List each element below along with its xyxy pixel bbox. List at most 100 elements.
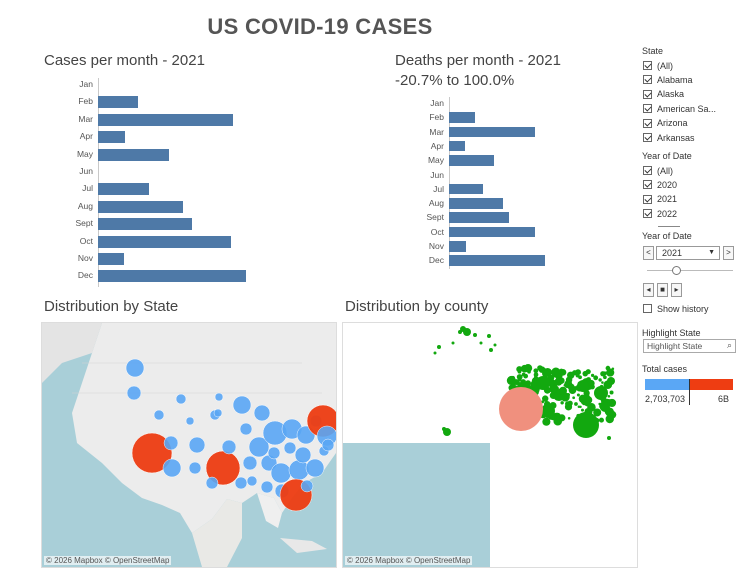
bar[interactable] bbox=[98, 113, 233, 126]
year-next-button[interactable]: > bbox=[723, 246, 734, 260]
play-forward-icon[interactable]: ▸ bbox=[671, 283, 682, 297]
county-map[interactable]: © 2026 Mapbox © OpenStreetMap bbox=[342, 322, 638, 568]
county-dot[interactable] bbox=[554, 377, 563, 386]
year-prev-button[interactable]: < bbox=[643, 246, 654, 260]
county-dot[interactable] bbox=[585, 369, 591, 375]
county-dot[interactable] bbox=[527, 370, 531, 374]
county-dot[interactable] bbox=[598, 378, 602, 382]
bar[interactable] bbox=[98, 218, 193, 231]
stop-icon[interactable]: ■ bbox=[657, 283, 668, 297]
state-bubble[interactable] bbox=[205, 476, 219, 490]
bar[interactable] bbox=[449, 183, 483, 195]
state-bubble[interactable] bbox=[270, 462, 292, 484]
county-dot[interactable] bbox=[606, 368, 615, 377]
county-dot[interactable] bbox=[541, 404, 555, 418]
county-dot[interactable] bbox=[521, 372, 526, 377]
bar[interactable] bbox=[98, 96, 139, 109]
year-filter-checkbox[interactable]: 2022 bbox=[643, 207, 677, 220]
county-dot[interactable] bbox=[607, 394, 611, 398]
bar[interactable] bbox=[449, 198, 503, 209]
state-bubble[interactable] bbox=[125, 358, 145, 378]
county-dot[interactable] bbox=[598, 417, 604, 423]
state-bubble[interactable] bbox=[248, 436, 270, 458]
county-dot[interactable] bbox=[590, 373, 595, 377]
state-bubble[interactable] bbox=[214, 392, 224, 402]
state-bubble[interactable] bbox=[283, 441, 297, 455]
county-dot[interactable] bbox=[473, 333, 477, 337]
county-dot[interactable] bbox=[516, 374, 523, 380]
county-dot[interactable] bbox=[534, 375, 538, 379]
county-dot[interactable] bbox=[549, 385, 558, 394]
county-dot[interactable] bbox=[573, 412, 599, 438]
county-dot[interactable] bbox=[556, 414, 560, 418]
state-bubble[interactable] bbox=[232, 395, 252, 415]
county-dot[interactable] bbox=[506, 375, 516, 386]
county-dot[interactable] bbox=[587, 379, 595, 387]
state-filter-checkbox[interactable]: Arkansas bbox=[643, 131, 695, 144]
county-dot[interactable] bbox=[560, 401, 564, 405]
county-dot[interactable] bbox=[598, 402, 601, 406]
year-slider-track[interactable] bbox=[647, 270, 733, 271]
county-dot[interactable] bbox=[558, 370, 562, 374]
state-map[interactable]: © 2026 Mapbox © OpenStreetMap bbox=[41, 322, 337, 568]
state-bubble[interactable] bbox=[300, 479, 314, 493]
county-dot[interactable] bbox=[572, 396, 576, 400]
county-dot[interactable] bbox=[610, 402, 614, 406]
county-dot[interactable] bbox=[479, 341, 483, 345]
county-dot[interactable] bbox=[433, 351, 437, 355]
state-bubble[interactable] bbox=[221, 439, 237, 455]
county-dot[interactable] bbox=[559, 386, 568, 395]
bar[interactable] bbox=[98, 148, 170, 161]
county-dot[interactable] bbox=[576, 393, 580, 397]
state-bubble[interactable] bbox=[294, 446, 312, 464]
county-dot[interactable] bbox=[600, 402, 610, 412]
bar[interactable] bbox=[98, 270, 246, 283]
state-bubble[interactable] bbox=[239, 422, 253, 436]
county-dot[interactable] bbox=[520, 364, 529, 373]
state-bubble[interactable] bbox=[188, 461, 202, 475]
bar[interactable] bbox=[449, 255, 545, 266]
play-back-icon[interactable]: ◂ bbox=[643, 283, 654, 297]
county-dot[interactable] bbox=[607, 436, 611, 440]
county-dot[interactable] bbox=[437, 345, 441, 349]
bar[interactable] bbox=[98, 200, 183, 213]
bar[interactable] bbox=[449, 226, 536, 238]
county-dot[interactable] bbox=[555, 373, 562, 380]
state-filter-checkbox[interactable]: Alaska bbox=[643, 88, 684, 101]
state-bubble[interactable] bbox=[267, 446, 281, 460]
bar[interactable] bbox=[449, 212, 510, 223]
year-dropdown[interactable]: 2021 ▼ bbox=[656, 246, 720, 260]
county-dot[interactable] bbox=[451, 341, 455, 345]
county-dot[interactable] bbox=[609, 390, 614, 395]
county-dot[interactable] bbox=[567, 416, 571, 420]
state-filter-checkbox[interactable]: Arizona bbox=[643, 117, 688, 130]
county-dot[interactable] bbox=[578, 375, 582, 380]
county-dot[interactable] bbox=[593, 408, 602, 417]
county-dot[interactable] bbox=[594, 386, 608, 400]
bar[interactable] bbox=[449, 155, 495, 166]
state-bubble[interactable] bbox=[213, 408, 223, 418]
state-bubble[interactable] bbox=[246, 475, 258, 487]
bar[interactable] bbox=[449, 140, 466, 152]
state-bubble[interactable] bbox=[253, 404, 271, 422]
county-dot[interactable] bbox=[574, 402, 578, 406]
county-dot[interactable] bbox=[577, 405, 581, 409]
state-bubble[interactable] bbox=[185, 416, 195, 426]
county-dot[interactable] bbox=[463, 328, 471, 336]
county-dot[interactable] bbox=[603, 375, 607, 380]
state-bubble[interactable] bbox=[126, 385, 142, 401]
county-dot[interactable] bbox=[442, 427, 446, 431]
county-dot[interactable] bbox=[578, 394, 587, 403]
county-dot[interactable] bbox=[542, 395, 549, 402]
county-dot[interactable] bbox=[489, 348, 493, 352]
state-filter-checkbox[interactable]: (All) bbox=[643, 59, 673, 72]
highlight-state-input[interactable]: Highlight State ⌕ bbox=[643, 339, 736, 353]
county-dot[interactable] bbox=[542, 417, 551, 426]
county-dot[interactable] bbox=[517, 369, 522, 374]
state-bubble[interactable] bbox=[175, 393, 187, 405]
bar[interactable] bbox=[449, 126, 536, 138]
county-dot[interactable] bbox=[579, 399, 583, 403]
county-dot[interactable] bbox=[567, 400, 573, 407]
state-filter-checkbox[interactable]: Alabama bbox=[643, 73, 693, 86]
show-history-checkbox[interactable]: Show history bbox=[643, 302, 709, 315]
